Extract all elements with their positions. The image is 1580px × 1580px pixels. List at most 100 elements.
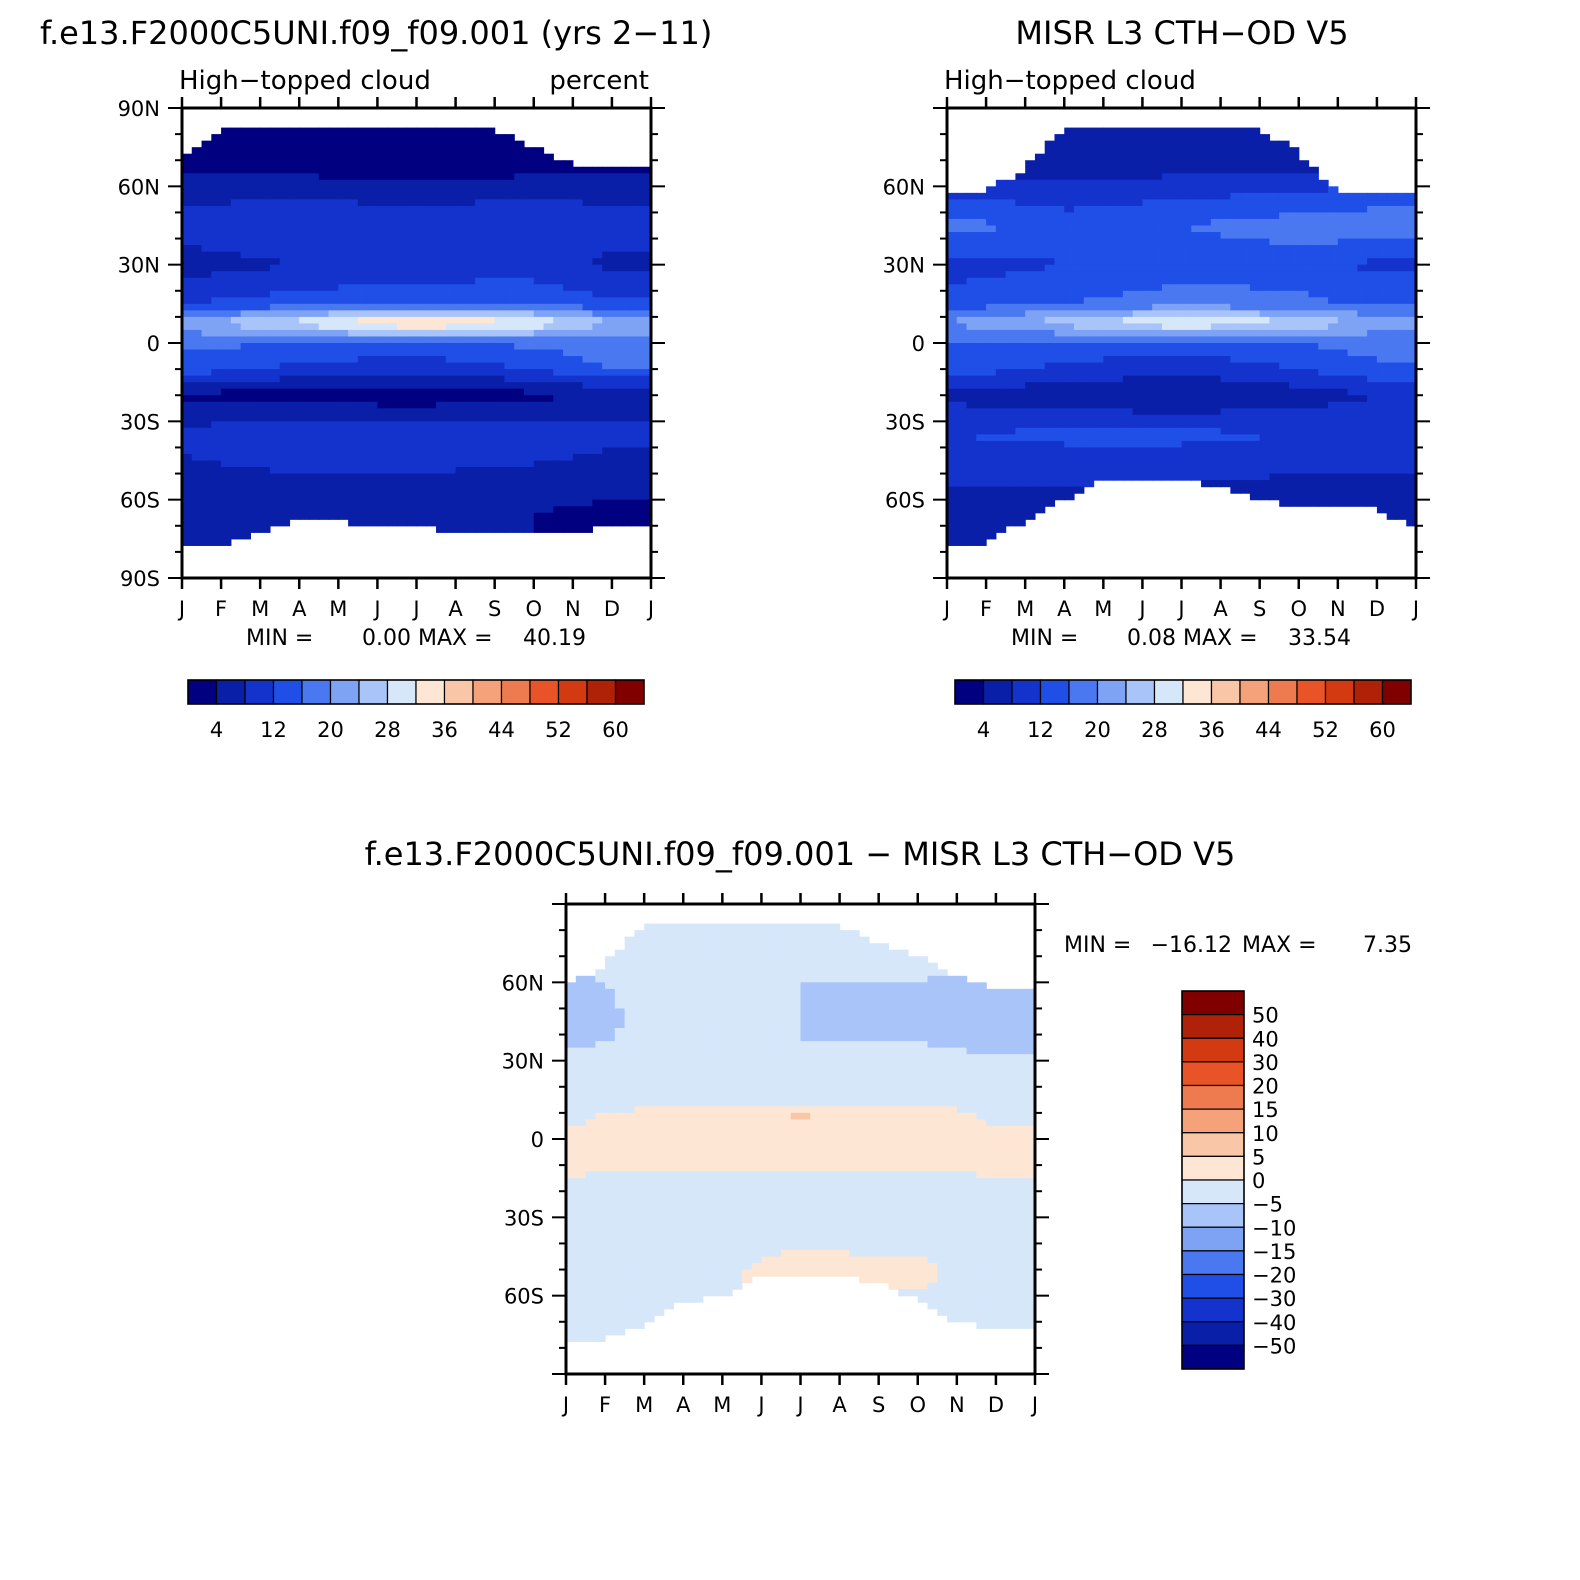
heatmap-cell (191, 480, 203, 488)
heatmap-cell (201, 343, 212, 351)
heatmap-cell (416, 336, 427, 344)
colorbar-swatch (272, 679, 303, 705)
heatmap-cell (445, 212, 457, 220)
heatmap-cell (182, 434, 193, 442)
heatmap-cell (641, 218, 652, 227)
heatmap-cell (1093, 166, 1104, 174)
heatmap-cell (1220, 303, 1231, 311)
heatmap-cell (406, 277, 418, 285)
heatmap-cell (377, 238, 388, 246)
heatmap-cell (377, 277, 388, 285)
heatmap-cell (1064, 127, 1075, 135)
heatmap-cell (1103, 434, 1114, 442)
heatmap-cell (1288, 499, 1300, 507)
heatmap-cell (1122, 264, 1134, 272)
heatmap-cell (1161, 395, 1173, 403)
heatmap-cell (484, 323, 496, 331)
heatmap-cell (1240, 401, 1251, 409)
heatmap-cell (1220, 414, 1231, 422)
heatmap-cell (348, 218, 359, 227)
heatmap-cell (1064, 336, 1075, 344)
heatmap-cell (1288, 192, 1300, 200)
heatmap-cell (377, 382, 388, 390)
heatmap-cell (1161, 277, 1173, 285)
heatmap-cell (1142, 238, 1153, 246)
heatmap-cell (1269, 232, 1280, 240)
heatmap-cell (582, 447, 593, 455)
heatmap-cell (396, 316, 408, 325)
heatmap-cell (1005, 186, 1016, 194)
heatmap-cell (582, 225, 593, 233)
heatmap-cell (1181, 297, 1192, 305)
heatmap-cell (976, 212, 987, 220)
heatmap-cell (1230, 362, 1241, 370)
heatmap-cell (318, 205, 330, 214)
heatmap-cell (1220, 388, 1231, 396)
heatmap-cell (1220, 232, 1231, 240)
heatmap-cell (553, 512, 564, 520)
heatmap-cell (572, 179, 584, 187)
heatmap-cell (1152, 434, 1163, 442)
heatmap-cell (475, 362, 486, 370)
heatmap-cell (1103, 160, 1114, 168)
heatmap-cell (563, 512, 574, 520)
heatmap-cell (260, 218, 271, 227)
heatmap-cell (309, 473, 320, 481)
heatmap-cell (318, 414, 330, 422)
heatmap-cell (956, 499, 968, 507)
heatmap-cell (377, 388, 388, 396)
heatmap-cell (976, 375, 987, 383)
heatmap-cell (504, 401, 515, 409)
heatmap-cell (279, 467, 291, 475)
heatmap-cell (1122, 336, 1134, 344)
heatmap-cell (396, 493, 408, 501)
heatmap-cell (1191, 238, 1202, 246)
heatmap-cell (309, 401, 320, 409)
heatmap-cell (631, 232, 642, 240)
heatmap-cell (1142, 186, 1153, 194)
heatmap-cell (1161, 192, 1173, 200)
heatmap-cell (250, 238, 261, 246)
heatmap-cell (1259, 284, 1271, 292)
heatmap-cell (1181, 388, 1192, 396)
heatmap-cell (533, 499, 545, 507)
heatmap-cell (1142, 127, 1153, 135)
heatmap-cell (553, 480, 564, 488)
heatmap-cell (250, 467, 261, 475)
heatmap-cell (1113, 271, 1124, 279)
heatmap-cell (523, 245, 535, 253)
heatmap-cell (230, 375, 242, 383)
heatmap-cell (318, 166, 330, 174)
heatmap-cell (1074, 173, 1085, 181)
heatmap-cell (475, 512, 486, 520)
heatmap-cell (182, 388, 193, 396)
heatmap-cell (602, 258, 613, 266)
heatmap-cell (201, 284, 212, 292)
heatmap-cell (1064, 179, 1075, 187)
heatmap-cell (182, 473, 193, 481)
heatmap-cell (348, 369, 359, 377)
heatmap-cell (641, 258, 652, 266)
max-label: MAX = (418, 626, 493, 651)
heatmap-cell (1025, 499, 1036, 507)
heatmap-cell (1249, 140, 1261, 148)
heatmap-cell (1122, 251, 1134, 259)
heatmap-cell (611, 493, 623, 501)
heatmap-cell (201, 271, 212, 279)
heatmap-cell (1230, 375, 1241, 383)
heatmap-cell (1122, 238, 1134, 246)
heatmap-cell (1064, 225, 1075, 233)
heatmap-cell (484, 205, 496, 214)
heatmap-cell (230, 467, 242, 475)
heatmap-cell (1083, 375, 1095, 383)
heatmap-cell (1025, 245, 1036, 253)
heatmap-cell (966, 264, 977, 272)
heatmap-cell (1181, 205, 1192, 214)
heatmap-cell (221, 212, 232, 220)
heatmap-cell (1152, 258, 1163, 266)
heatmap-cell (289, 440, 300, 449)
heatmap-cell (416, 199, 427, 207)
heatmap-cell (631, 264, 642, 272)
heatmap-cell (484, 147, 496, 155)
heatmap-cell (1113, 310, 1124, 318)
